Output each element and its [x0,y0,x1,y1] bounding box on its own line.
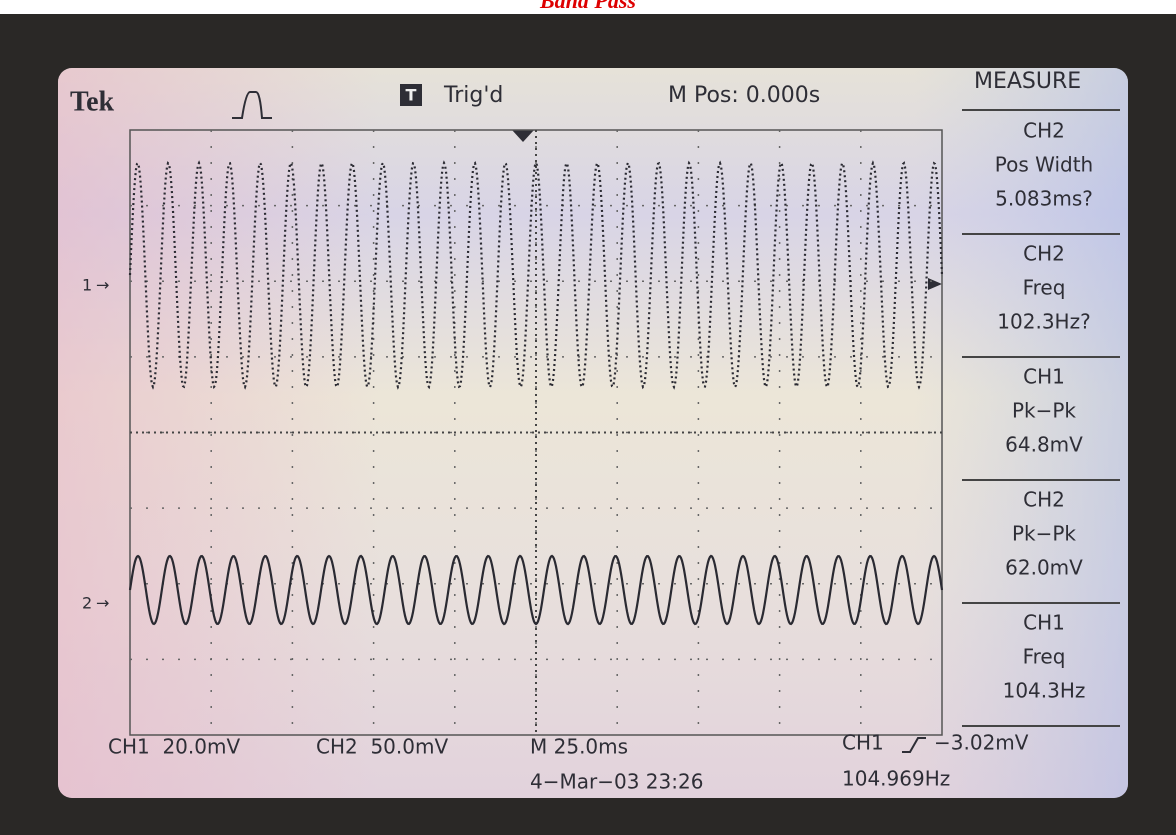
trigger-level: −3.02mV [934,731,1029,755]
trigger-source: CH1 [842,731,884,755]
caption: Band Pass [539,0,636,13]
position: M Pos: 0.000s [668,83,820,108]
measure-name: Pk−Pk [1012,399,1076,423]
trigger-pos-marker [512,130,534,142]
measure-title: MEASURE [974,69,1081,94]
ch1-marker: 1 [82,276,92,295]
measure-value: 64.8mV [1005,433,1083,457]
graticule [129,129,943,736]
ch2-scale: CH2 50.0mV [316,735,448,759]
measure-name: Freq [1023,276,1066,300]
ch2-marker: 2 [82,594,92,613]
trace [128,160,944,390]
trace [128,554,944,626]
traces [128,160,944,626]
measure-value: 62.0mV [1005,556,1083,580]
measure-value: 102.3Hz? [997,310,1090,334]
measure-source: CH1 [1023,611,1065,635]
caption-strip [0,0,1176,14]
measure-source: CH1 [1023,365,1065,389]
measure-source: CH2 [1023,488,1065,512]
timebase: M 25.0ms [530,735,628,759]
acq-icon [232,91,272,119]
slope-icon [902,737,926,753]
trigger-freq: 104.969Hz [842,767,950,791]
measure-name: Freq [1023,645,1066,669]
ch1-arrow: → [96,276,109,295]
measure-panel: CH2 Pos Width 5.083ms? CH2 Freq 102.3Hz? CH1 Pk… [962,109,1120,727]
trig-icon-box [400,84,422,106]
ch2-arrow: → [96,594,109,613]
date: 4−Mar−03 23:26 [530,770,703,794]
measure-value: 104.3Hz [1003,679,1086,703]
measure-source: CH2 [1023,119,1065,143]
trigger-status: Trig'd [443,83,503,108]
measure-name: Pk−Pk [1012,522,1076,546]
brand: Tek [70,86,115,117]
trig-icon: T [406,86,417,105]
measure-source: CH2 [1023,242,1065,266]
ch1-scale: CH1 20.0mV [108,735,240,759]
measure-name: Pos Width [995,153,1093,177]
measure-value: 5.083ms? [995,187,1093,211]
